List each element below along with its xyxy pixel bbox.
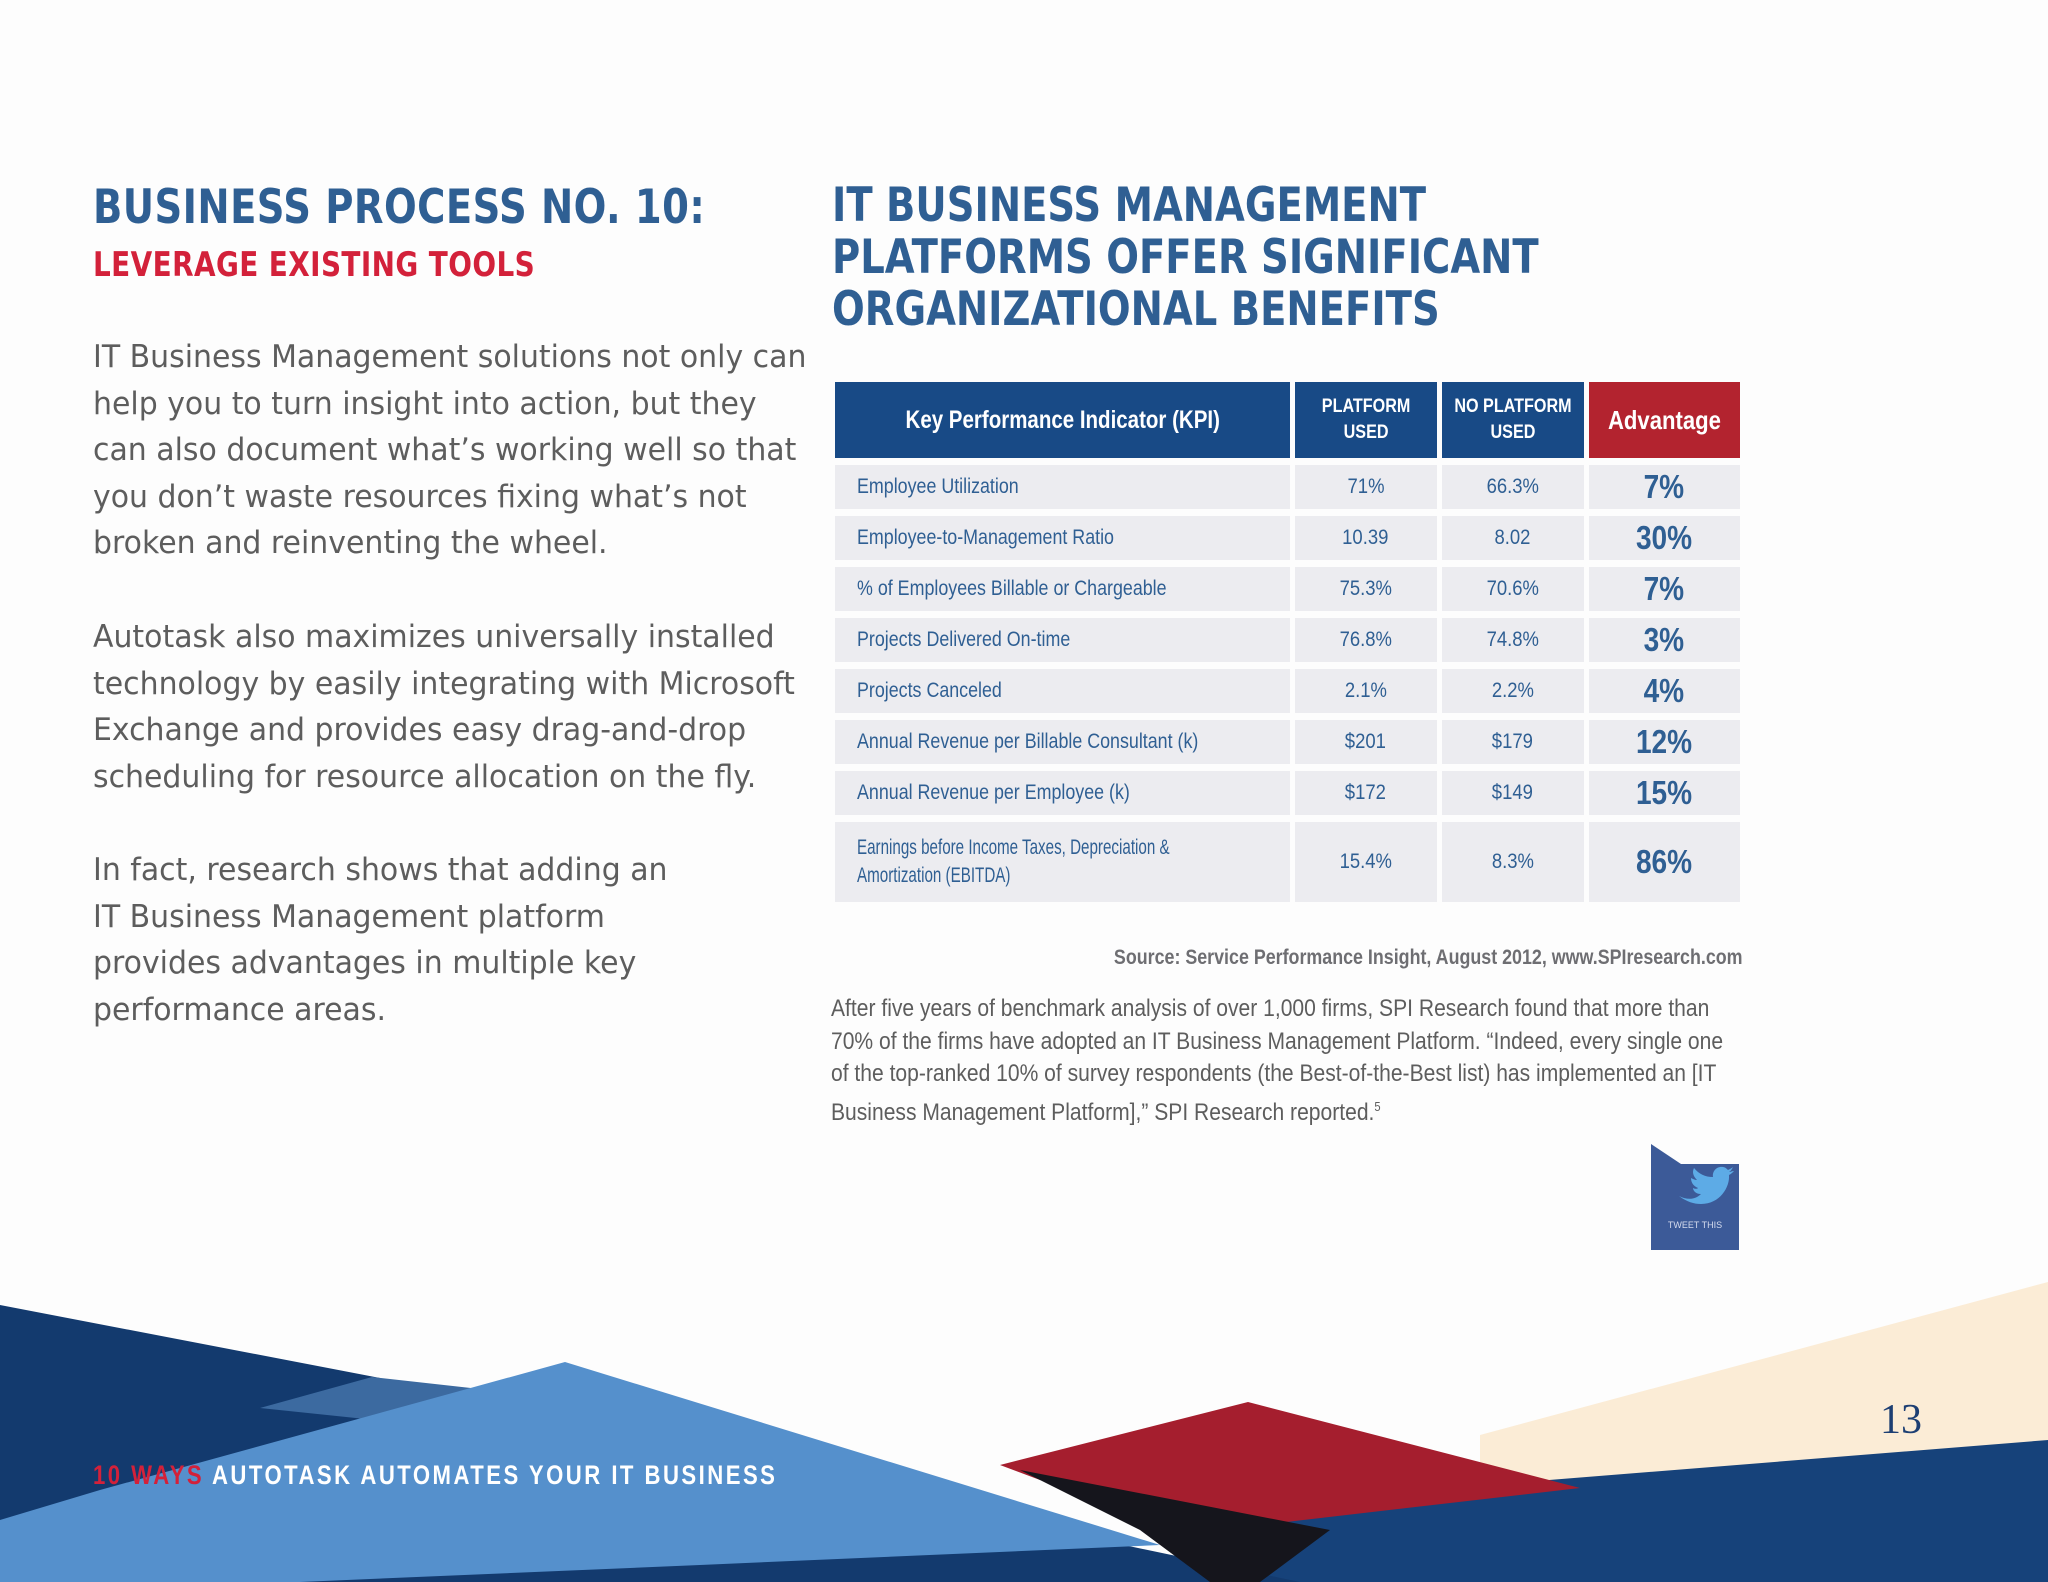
no-platform-cell: 8.3% (1441, 822, 1584, 902)
platform-cell: 71% (1294, 465, 1437, 509)
header-no-platform-used: NO PLATFORM USED (1441, 382, 1584, 458)
platform-cell: $201 (1294, 720, 1437, 764)
kpi-cell: Earnings before Income Taxes, Depreciati… (835, 822, 1290, 902)
light-blue-band (0, 1362, 1160, 1582)
footer-text: AUTOTASK AUTOMATES YOUR IT BUSINESS (211, 1460, 778, 1490)
no-platform-cell: 70.6% (1441, 567, 1584, 611)
header-platform-used: PLATFORM USED (1294, 382, 1437, 458)
table-row: % of Employees Billable or Chargeable 75… (835, 567, 1740, 611)
advantage-cell: 3% (1588, 618, 1740, 662)
table-row: Projects Delivered On-time 76.8% 74.8% 3… (835, 618, 1740, 662)
table-row: Employee-to-Management Ratio 10.39 8.02 … (835, 516, 1740, 560)
advantage-cell: 4% (1588, 669, 1740, 713)
platform-cell: 76.8% (1294, 618, 1437, 662)
platform-cell: 75.3% (1294, 567, 1437, 611)
no-platform-cell: 74.8% (1441, 618, 1584, 662)
kpi-cell: Employee-to-Management Ratio (835, 516, 1290, 560)
autotask-paragraph: Autotask also maximizes universally inst… (93, 619, 795, 795)
twitter-bird-icon (1651, 1144, 1739, 1250)
kpi-table: Key Performance Indicator (KPI) PLATFORM… (830, 375, 1745, 909)
intro-paragraph: IT Business Management solutions not onl… (93, 339, 807, 561)
kpi-cell: Annual Revenue per Billable Consultant (… (835, 720, 1290, 764)
advantage-cell: 86% (1588, 822, 1740, 902)
footer-highlight: 10 WAYS (93, 1460, 205, 1490)
business-process-title: BUSINESS PROCESS NO. 10: (93, 180, 706, 235)
kpi-cell: Employee Utilization (835, 465, 1290, 509)
advantage-cell: 7% (1588, 465, 1740, 509)
header-advantage: Advantage (1588, 382, 1740, 458)
kpi-cell: % of Employees Billable or Chargeable (835, 567, 1290, 611)
tweet-this-button[interactable]: TWEET THIS (1651, 1144, 1739, 1250)
business-process-subtitle: LEVERAGE EXISTING TOOLS (93, 245, 536, 285)
platform-cell: 15.4% (1294, 822, 1437, 902)
advantage-cell: 7% (1588, 567, 1740, 611)
source-citation: Source: Service Performance Insight, Aug… (1114, 946, 1743, 969)
platform-cell: 10.39 (1294, 516, 1437, 560)
table-row: Annual Revenue per Billable Consultant (… (835, 720, 1740, 764)
kpi-cell: Annual Revenue per Employee (k) (835, 771, 1290, 815)
table-row: Employee Utilization 71% 66.3% 7% (835, 465, 1740, 509)
no-platform-cell: 8.02 (1441, 516, 1584, 560)
advantage-cell: 12% (1588, 720, 1740, 764)
table-row: Annual Revenue per Employee (k) $172 $14… (835, 771, 1740, 815)
advantage-cell: 15% (1588, 771, 1740, 815)
no-platform-cell: $179 (1441, 720, 1584, 764)
table-row: Earnings before Income Taxes, Depreciati… (835, 822, 1740, 902)
benefits-title-line: IT BUSINESS MANAGEMENT (832, 178, 1427, 233)
benefits-title-line: PLATFORMS OFFER SIGNIFICANT (832, 230, 1539, 285)
platform-cell: 2.1% (1294, 669, 1437, 713)
research-paragraph: In fact, research shows that adding an I… (93, 852, 668, 1028)
header-kpi: Key Performance Indicator (KPI) (835, 382, 1290, 458)
table-header-row: Key Performance Indicator (KPI) PLATFORM… (835, 382, 1740, 458)
tweet-this-label: TWEET THIS (1667, 1220, 1723, 1230)
footnote-marker: 5 (1374, 1098, 1381, 1114)
platform-cell: $172 (1294, 771, 1437, 815)
kpi-cell: Projects Canceled (835, 669, 1290, 713)
spi-research-text: After five years of benchmark analysis o… (831, 995, 1724, 1126)
advantage-cell: 30% (1588, 516, 1740, 560)
footer-tagline: 10 WAYS AUTOTASK AUTOMATES YOUR IT BUSIN… (93, 1460, 777, 1491)
left-column: BUSINESS PROCESS NO. 10: LEVERAGE EXISTI… (93, 180, 793, 285)
no-platform-cell: 2.2% (1441, 669, 1584, 713)
table-row: Projects Canceled 2.1% 2.2% 4% (835, 669, 1740, 713)
kpi-cell: Projects Delivered On-time (835, 618, 1290, 662)
no-platform-cell: $149 (1441, 771, 1584, 815)
page-number: 13 (1880, 1397, 1922, 1443)
benefits-title: IT BUSINESS MANAGEMENT PLATFORMS OFFER S… (832, 180, 1539, 336)
navy-right-band (1200, 1440, 2048, 1582)
no-platform-cell: 66.3% (1441, 465, 1584, 509)
spi-research-paragraph: After five years of benchmark analysis o… (831, 993, 1725, 1129)
black-shard (1020, 1470, 1330, 1582)
benefits-title-line: ORGANIZATIONAL BENEFITS (832, 282, 1440, 337)
